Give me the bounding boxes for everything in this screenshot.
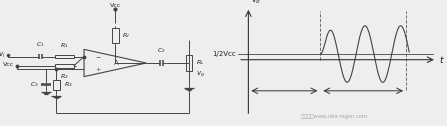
Text: 无信号源www.rdia mgon.com: 无信号源www.rdia mgon.com	[301, 114, 367, 119]
Text: $R_f$: $R_f$	[122, 31, 131, 40]
Text: $R_3$: $R_3$	[64, 80, 73, 89]
Text: $R_L$: $R_L$	[196, 59, 205, 67]
Bar	[112, 28, 118, 43]
Text: 1/2Vcc: 1/2Vcc	[213, 51, 236, 57]
Bar	[55, 64, 74, 68]
Text: A: A	[114, 60, 119, 66]
Text: $C_3$: $C_3$	[30, 80, 39, 89]
Text: $-$: $-$	[95, 54, 101, 59]
Text: $C_2$: $C_2$	[157, 46, 165, 55]
Text: $v_i$: $v_i$	[0, 51, 6, 60]
Text: $v_o$: $v_o$	[251, 0, 261, 6]
Text: $t$: $t$	[439, 54, 444, 65]
Text: Vcc: Vcc	[3, 62, 14, 67]
Text: $v_o$: $v_o$	[196, 70, 205, 79]
Text: $R_1$: $R_1$	[60, 41, 69, 50]
Text: $+$: $+$	[95, 66, 101, 73]
Text: $R_2$: $R_2$	[60, 72, 69, 81]
Text: $C_1$: $C_1$	[36, 40, 45, 49]
Bar	[186, 55, 192, 71]
Bar	[55, 55, 74, 58]
Bar	[53, 80, 59, 90]
Text: Vcc: Vcc	[110, 3, 121, 8]
